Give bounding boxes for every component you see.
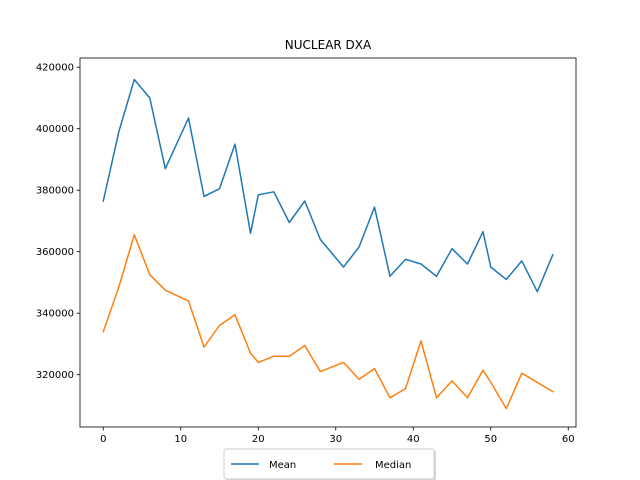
axes-frame bbox=[79, 57, 577, 428]
y-tick-label: 340000 bbox=[36, 309, 74, 320]
x-tick-label: 30 bbox=[329, 434, 342, 445]
legend: Mean Median bbox=[223, 448, 436, 480]
legend-frame bbox=[223, 448, 435, 480]
plot-area: 0 10 20 30 40 50 60 320000 340000 360000 380000 400… bbox=[36, 57, 577, 445]
y-tick-label: 420000 bbox=[36, 63, 74, 74]
y-tick-label: 380000 bbox=[36, 186, 74, 197]
x-tick-label: 0 bbox=[100, 434, 106, 445]
x-tick-label: 10 bbox=[174, 434, 187, 445]
y-tick-label: 320000 bbox=[36, 370, 74, 381]
legend-label-median: Median bbox=[375, 460, 411, 471]
series-line-median bbox=[102, 234, 554, 410]
chart-title: NUCLEAR DXA bbox=[285, 38, 372, 52]
x-tick-label: 20 bbox=[252, 434, 265, 445]
series-line-mean bbox=[102, 78, 554, 293]
x-tick-label: 40 bbox=[407, 434, 420, 445]
legend-label-mean: Mean bbox=[269, 460, 296, 471]
y-tick-label: 360000 bbox=[36, 247, 74, 258]
x-tick-label: 60 bbox=[562, 434, 575, 445]
y-tick-label: 400000 bbox=[36, 124, 74, 135]
x-tick-label: 50 bbox=[484, 434, 497, 445]
